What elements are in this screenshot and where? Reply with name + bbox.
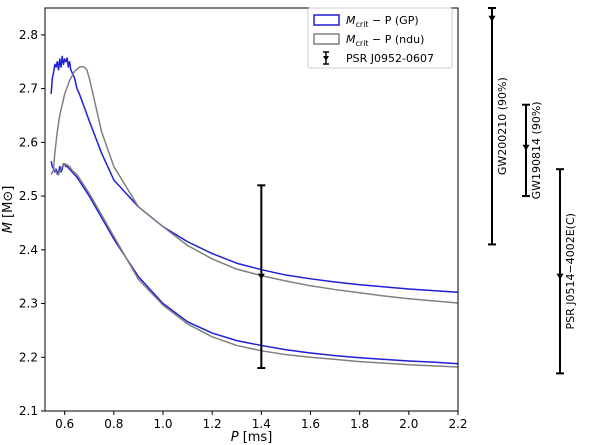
side-panel: GW200210 (90%) GW190814 (90%) PSR J0514−40… [488,7,577,375]
x-axis-label-symbol: P [231,430,239,445]
y-axis-label-symbol: M [1,222,16,233]
legend-label-subscript: crit [356,20,369,29]
legend-label-text: − P (ndu) [369,33,425,46]
series-line-1 [50,55,458,293]
y-tick-label: 2.4 [19,243,38,257]
y-tick-label: 2.3 [19,297,38,311]
side-errorbar-label: GW200210 (90%) [496,77,509,175]
y-tick-label: 2.6 [19,135,38,149]
side-errorbar-marker [488,15,496,22]
legend: Mcrit − P (GP)Mcrit − P (ndu)PSR J0952-0… [307,7,453,69]
series-group [50,55,458,368]
plot-frame [44,7,459,412]
y-tick-label: 2.8 [19,28,38,42]
legend-label: Mcrit − P (GP) [346,14,419,29]
legend-label-symbol: M [346,14,356,27]
legend-errorbar-marker [323,56,329,61]
x-tick-label: 1.6 [301,417,320,431]
x-axis-label-unit: [ms] [239,430,273,445]
errorbar-1 [257,184,266,370]
series-line-4 [50,163,458,368]
y-axis-label-unit: [M⊙] [1,186,16,222]
legend-box [307,7,453,69]
y-tick-label: 2.2 [19,350,38,364]
legend-entry-3: PSR J0952-0607 [323,51,434,65]
x-tick-label: 2.2 [448,417,467,431]
y-tick-label: 2.7 [19,82,38,96]
y-tick-label: 2.1 [19,404,38,418]
legend-label-symbol: M [346,33,356,46]
series-line-3 [52,65,458,304]
legend-swatch [313,33,340,45]
x-tick-label: 1.8 [350,417,369,431]
side-errorbar-2: GW190814 (90%) [522,101,543,199]
legend-label: Mcrit − P (ndu) [346,33,424,48]
side-errorbar-marker [556,273,564,280]
legend-entry-2: Mcrit − P (ndu) [313,33,424,48]
side-errorbar-1: GW200210 (90%) [488,7,509,246]
x-axis-label: P [ms] [231,430,273,445]
side-errorbar-label: GW190814 (90%) [530,101,543,199]
legend-label: PSR J0952-0607 [346,52,434,65]
legend-label-text: − P (GP) [369,14,419,27]
errorbar-marker [257,273,265,280]
x-tick-label: 1.4 [252,417,271,431]
side-errorbar-3: PSR J0514−4002E(C) [556,168,577,375]
legend-entry-1: Mcrit − P (GP) [313,14,419,29]
y-axis-label: M [M⊙] [1,186,16,234]
legend-swatch [313,14,340,26]
x-tick-label: 0.6 [55,417,74,431]
main-plot-area: 0.6 0.8 1.0 1.2 1.4 1.6 1.8 2.0 2.2 2.1 2.2 2.3 2.4 2… [19,7,468,431]
x-tick-label: 1.0 [153,417,172,431]
x-tick-label: 2.0 [399,417,418,431]
side-errorbar-marker [522,144,530,151]
x-tick-label: 1.2 [203,417,222,431]
side-errorbar-label: PSR J0514−4002E(C) [564,213,577,329]
legend-label-subscript: crit [356,39,369,48]
y-tick-label: 2.5 [19,189,38,203]
x-tick-label: 0.8 [104,417,123,431]
